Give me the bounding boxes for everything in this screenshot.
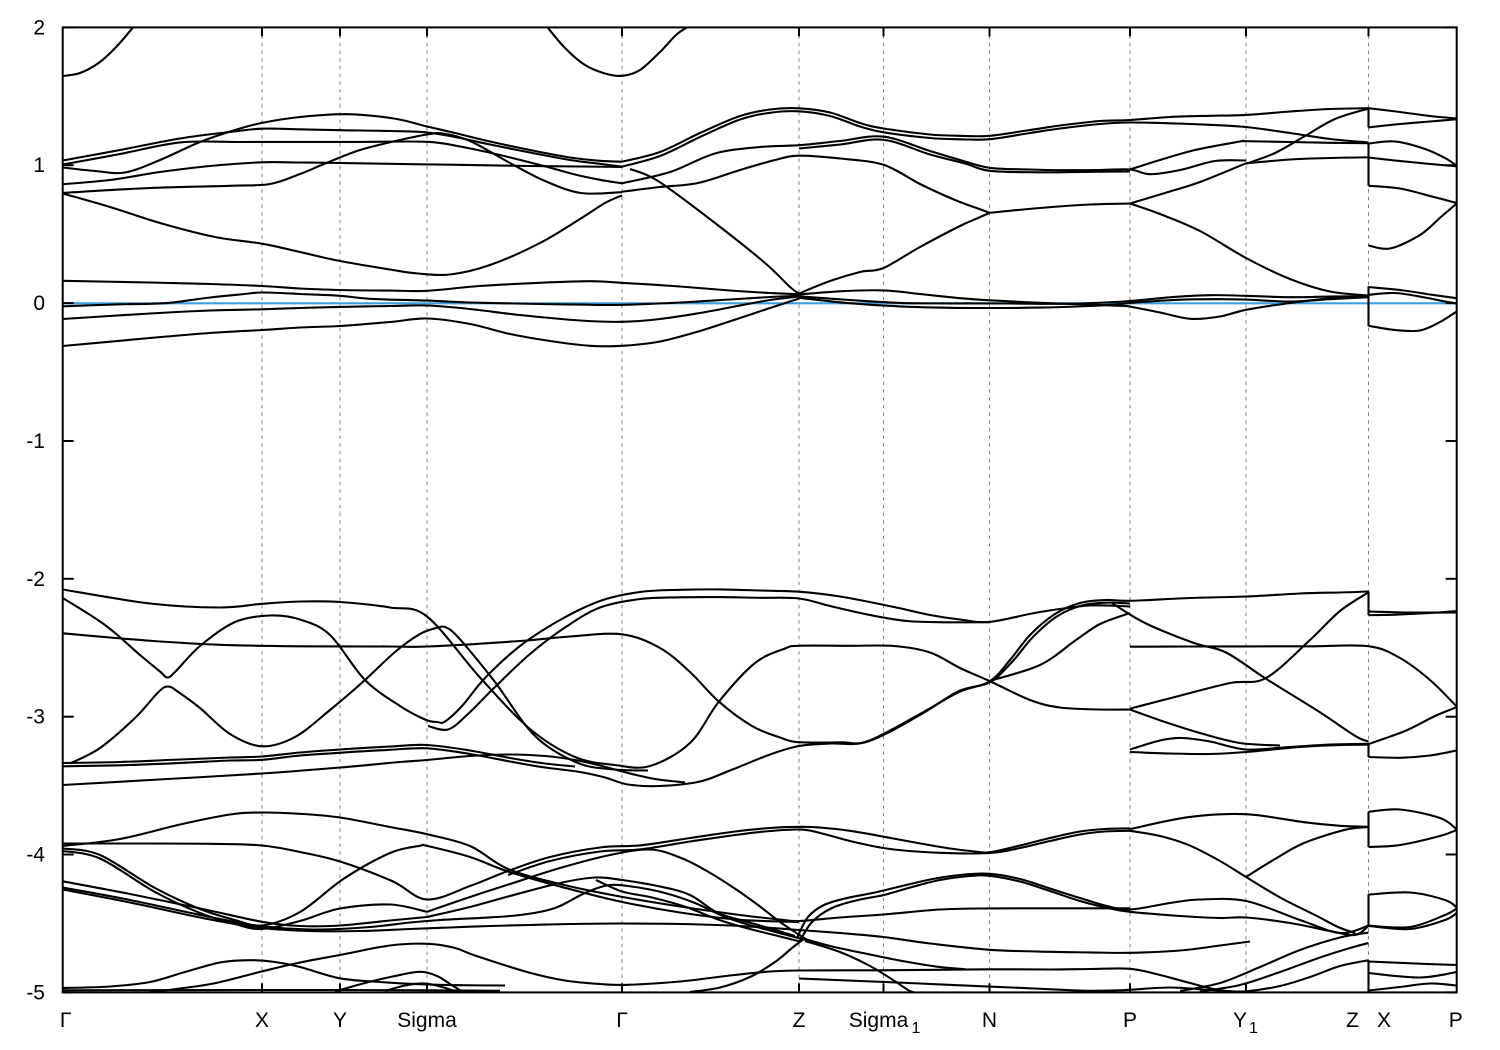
svg-text:1: 1 — [912, 1020, 921, 1037]
svg-text:Γ: Γ — [60, 1009, 72, 1032]
svg-text:Sigma: Sigma — [397, 1009, 457, 1032]
svg-text:X: X — [1377, 1009, 1391, 1032]
svg-text:Y: Y — [1233, 1009, 1247, 1032]
svg-text:-5: -5 — [26, 981, 45, 1004]
svg-text:2: 2 — [33, 16, 45, 39]
svg-text:X: X — [255, 1009, 269, 1032]
svg-text:Z: Z — [793, 1009, 806, 1032]
svg-text:P: P — [1449, 1009, 1463, 1032]
svg-text:Y: Y — [333, 1009, 347, 1032]
svg-text:0: 0 — [33, 292, 45, 315]
svg-text:Z: Z — [1346, 1009, 1359, 1032]
svg-text:-3: -3 — [26, 706, 45, 729]
svg-text:-2: -2 — [26, 568, 45, 591]
svg-text:Γ: Γ — [616, 1009, 628, 1032]
svg-text:-4: -4 — [26, 844, 45, 867]
svg-text:-1: -1 — [26, 430, 45, 453]
svg-text:P: P — [1123, 1009, 1137, 1032]
svg-text:1: 1 — [33, 154, 45, 177]
svg-text:1: 1 — [1249, 1020, 1258, 1037]
svg-text:Sigma: Sigma — [849, 1009, 909, 1032]
svg-text:N: N — [982, 1009, 997, 1032]
